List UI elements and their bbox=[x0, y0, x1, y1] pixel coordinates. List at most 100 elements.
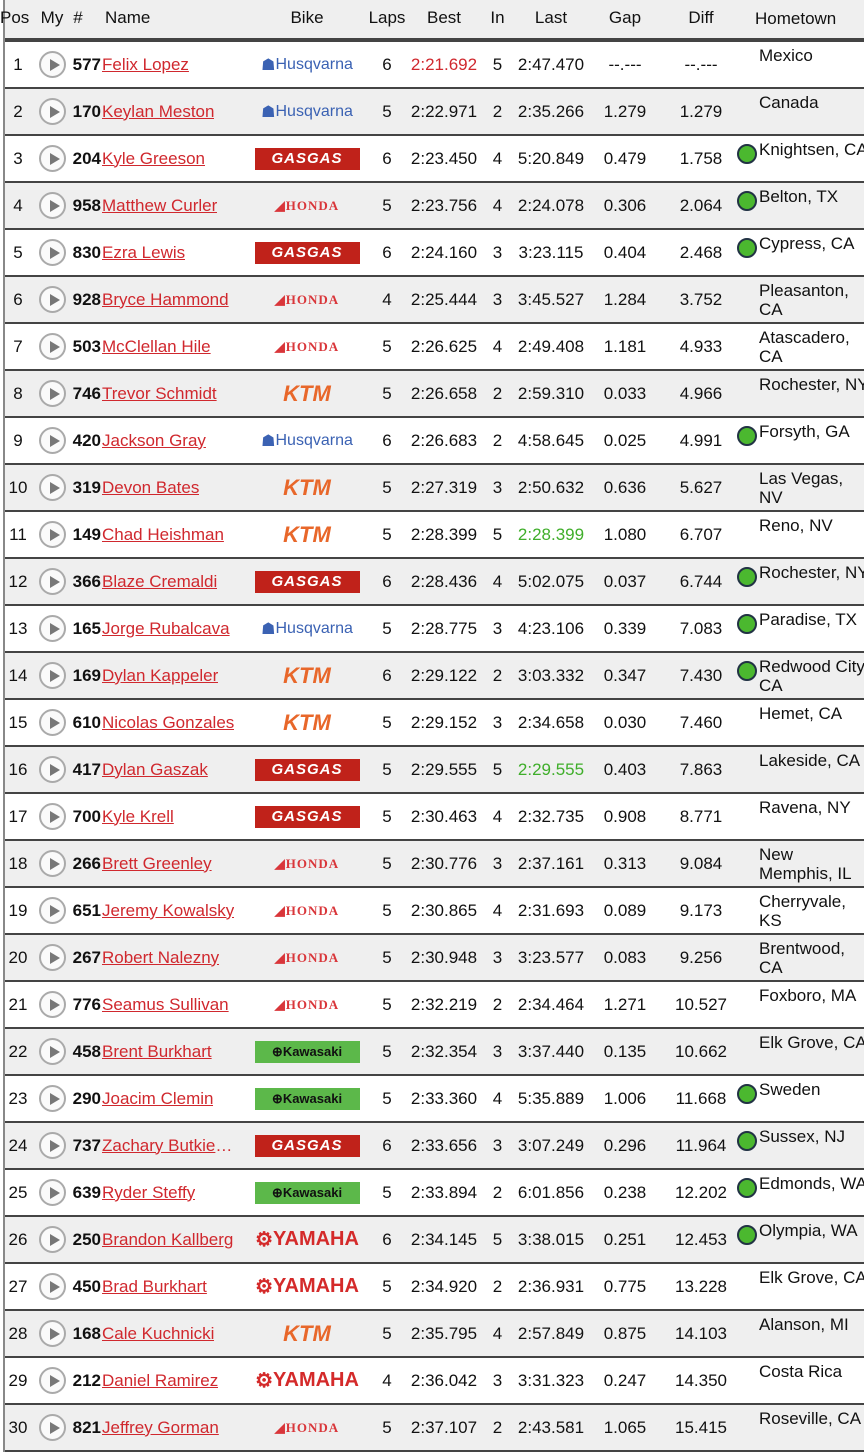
header-my[interactable]: My bbox=[40, 8, 64, 27]
my-rider-toggle[interactable] bbox=[35, 1311, 69, 1356]
rider-name-link[interactable]: Keylan Meston bbox=[102, 101, 215, 121]
header-laps[interactable]: Laps bbox=[368, 8, 406, 27]
play-arrow-icon[interactable] bbox=[38, 521, 66, 548]
play-arrow-icon[interactable] bbox=[38, 474, 66, 501]
header-last[interactable]: Last bbox=[534, 8, 568, 27]
rider-name-link[interactable]: Robert Nalezny bbox=[102, 947, 220, 967]
my-rider-toggle[interactable] bbox=[35, 230, 69, 275]
play-arrow-icon[interactable] bbox=[38, 145, 66, 172]
my-rider-toggle[interactable] bbox=[35, 512, 69, 557]
rider-name-link[interactable]: Brad Burkhart bbox=[102, 1276, 207, 1296]
play-arrow-icon[interactable] bbox=[38, 1320, 66, 1347]
play-arrow-icon[interactable] bbox=[38, 239, 66, 266]
rider-name-link[interactable]: Felix Lopez bbox=[102, 54, 189, 74]
rider-name-link[interactable]: Jeremy Kowalsky bbox=[102, 900, 235, 920]
rider-name-link[interactable]: Brandon Kallberg bbox=[102, 1229, 234, 1249]
play-arrow-icon[interactable] bbox=[38, 991, 66, 1018]
rider-name-link[interactable]: Blaze Cremaldi bbox=[102, 571, 218, 591]
header-name[interactable]: Name bbox=[105, 8, 151, 27]
header-best[interactable]: Best bbox=[426, 8, 462, 27]
play-arrow-icon[interactable] bbox=[38, 1414, 66, 1441]
my-rider-toggle[interactable] bbox=[35, 42, 69, 87]
rider-name-link[interactable]: Chad Heishman bbox=[102, 524, 224, 544]
my-rider-toggle[interactable] bbox=[35, 1405, 69, 1450]
my-rider-toggle[interactable] bbox=[35, 1264, 69, 1309]
rider-name-link[interactable]: Joacim Clemin bbox=[102, 1088, 214, 1108]
rider-name-link[interactable]: Dylan Kappeler bbox=[102, 665, 219, 685]
my-rider-toggle[interactable] bbox=[35, 888, 69, 933]
play-arrow-icon[interactable] bbox=[38, 1132, 66, 1159]
my-rider-toggle[interactable] bbox=[35, 371, 69, 416]
play-arrow-icon[interactable] bbox=[38, 756, 66, 783]
play-arrow-icon[interactable] bbox=[38, 850, 66, 877]
rider-name-link[interactable]: Jeffrey Gorman bbox=[102, 1417, 219, 1437]
play-arrow-icon[interactable] bbox=[38, 568, 66, 595]
rider-name-link[interactable]: Dylan Gaszak bbox=[102, 759, 208, 779]
my-rider-toggle[interactable] bbox=[35, 1029, 69, 1074]
rider-name-link[interactable]: Matthew Curler bbox=[102, 195, 218, 215]
rider-name-link[interactable]: Nicolas Gonzales bbox=[102, 712, 235, 732]
play-arrow-icon[interactable] bbox=[38, 1273, 66, 1300]
my-rider-toggle[interactable] bbox=[35, 1170, 69, 1215]
rider-name-link[interactable]: Zachary Butkiewicz bbox=[102, 1135, 244, 1155]
header-pos[interactable]: Pos bbox=[0, 8, 30, 27]
my-rider-toggle[interactable] bbox=[35, 747, 69, 792]
rider-name-link[interactable]: Cale Kuchnicki bbox=[102, 1323, 215, 1343]
play-arrow-icon[interactable] bbox=[38, 51, 66, 78]
play-arrow-icon[interactable] bbox=[38, 803, 66, 830]
play-arrow-icon[interactable] bbox=[38, 192, 66, 219]
rider-name-link[interactable]: Kyle Krell bbox=[102, 806, 174, 826]
rider-name-link[interactable]: Bryce Hammond bbox=[102, 289, 229, 309]
my-rider-toggle[interactable] bbox=[35, 653, 69, 698]
play-arrow-icon[interactable] bbox=[38, 897, 66, 924]
my-rider-toggle[interactable] bbox=[35, 89, 69, 134]
my-rider-toggle[interactable] bbox=[35, 183, 69, 228]
rider-name-link[interactable]: Seamus Sullivan bbox=[102, 994, 229, 1014]
play-arrow-icon[interactable] bbox=[38, 1085, 66, 1112]
rider-name-link[interactable]: Ezra Lewis bbox=[102, 242, 186, 262]
rider-name-link[interactable]: Devon Bates bbox=[102, 477, 200, 497]
my-rider-toggle[interactable] bbox=[35, 559, 69, 604]
play-arrow-icon[interactable] bbox=[38, 1038, 66, 1065]
play-arrow-icon[interactable] bbox=[38, 427, 66, 454]
my-rider-toggle[interactable] bbox=[35, 606, 69, 651]
header-hometown[interactable]: Hometown bbox=[755, 8, 837, 28]
my-rider-toggle[interactable] bbox=[35, 136, 69, 181]
rider-name-link[interactable]: Ryder Steffy bbox=[102, 1182, 196, 1202]
my-rider-toggle[interactable] bbox=[35, 465, 69, 510]
my-rider-toggle[interactable] bbox=[35, 700, 69, 745]
rider-name-link[interactable]: Daniel Ramirez bbox=[102, 1370, 219, 1390]
my-rider-toggle[interactable] bbox=[35, 324, 69, 369]
my-rider-toggle[interactable] bbox=[35, 1123, 69, 1168]
my-rider-toggle[interactable] bbox=[35, 794, 69, 839]
play-arrow-icon[interactable] bbox=[38, 333, 66, 360]
header-gap[interactable]: Gap bbox=[608, 8, 642, 27]
play-arrow-icon[interactable] bbox=[38, 1367, 66, 1394]
header-bike[interactable]: Bike bbox=[290, 8, 324, 27]
my-rider-toggle[interactable] bbox=[35, 935, 69, 980]
play-arrow-icon[interactable] bbox=[38, 1179, 66, 1206]
rider-name-link[interactable]: Trevor Schmidt bbox=[102, 383, 217, 403]
my-rider-toggle[interactable] bbox=[35, 1358, 69, 1403]
play-arrow-icon[interactable] bbox=[38, 662, 66, 689]
header-in[interactable]: In bbox=[490, 8, 505, 27]
my-rider-toggle[interactable] bbox=[35, 982, 69, 1027]
rider-name-link[interactable]: Brett Greenley bbox=[102, 853, 212, 873]
my-rider-toggle[interactable] bbox=[35, 841, 69, 886]
play-arrow-icon[interactable] bbox=[38, 709, 66, 736]
play-arrow-icon[interactable] bbox=[38, 380, 66, 407]
play-arrow-icon[interactable] bbox=[38, 1226, 66, 1253]
rider-name-link[interactable]: Jackson Gray bbox=[102, 430, 206, 450]
play-arrow-icon[interactable] bbox=[38, 286, 66, 313]
header-number[interactable]: # bbox=[73, 8, 83, 27]
play-arrow-icon[interactable] bbox=[38, 98, 66, 125]
my-rider-toggle[interactable] bbox=[35, 277, 69, 322]
rider-name-link[interactable]: Kyle Greeson bbox=[102, 148, 205, 168]
my-rider-toggle[interactable] bbox=[35, 1076, 69, 1121]
rider-name-link[interactable]: McClellan Hile bbox=[102, 336, 211, 356]
my-rider-toggle[interactable] bbox=[35, 1217, 69, 1262]
header-diff[interactable]: Diff bbox=[688, 8, 714, 27]
rider-name-link[interactable]: Brent Burkhart bbox=[102, 1041, 212, 1061]
play-arrow-icon[interactable] bbox=[38, 615, 66, 642]
rider-name-link[interactable]: Jorge Rubalcava bbox=[102, 618, 230, 638]
